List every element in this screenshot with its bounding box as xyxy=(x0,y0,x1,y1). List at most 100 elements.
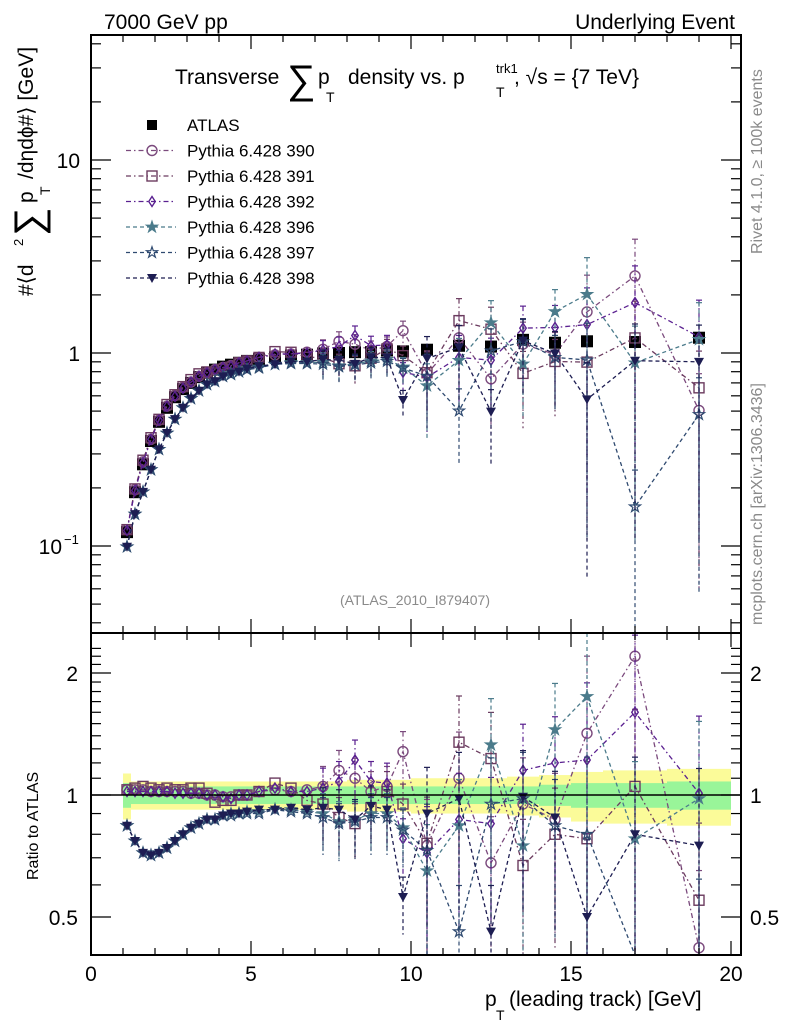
data-point xyxy=(146,465,156,475)
ratio-point xyxy=(251,805,267,820)
data-point xyxy=(154,413,164,427)
legend-marker-icon xyxy=(144,244,160,259)
x-tick-label: 5 xyxy=(245,963,257,986)
ratio-point xyxy=(218,811,228,821)
data-point xyxy=(350,359,360,369)
ratio-point xyxy=(270,805,280,815)
data-point xyxy=(194,386,204,396)
ratio-y-tick-label-right: 2 xyxy=(750,663,762,686)
ratio-point xyxy=(483,796,499,811)
data-point xyxy=(226,369,236,379)
ratio-point xyxy=(270,781,280,795)
ratio-point xyxy=(334,805,344,815)
data-point xyxy=(694,357,704,367)
ratio-line xyxy=(126,797,699,956)
ylabel-sum-symbol: ∑ xyxy=(7,207,51,236)
data-point xyxy=(286,357,296,367)
ratio-point xyxy=(366,801,376,811)
data-point xyxy=(579,286,595,301)
data-point xyxy=(177,380,189,393)
source-label: mcplots.cern.ch [arXiv:1306.3436] xyxy=(749,383,766,625)
ratio-point xyxy=(286,785,296,798)
ylabel-sup2: 2 xyxy=(11,239,26,246)
ratio-y-tick-label: 2 xyxy=(66,663,78,686)
data-point xyxy=(454,343,464,353)
data-point xyxy=(210,377,220,387)
ratio-line xyxy=(126,741,700,901)
ratio-point xyxy=(398,893,408,903)
data-point xyxy=(161,398,173,411)
ratio-point xyxy=(129,782,141,794)
x-tick-label: 10 xyxy=(399,963,422,986)
ratio-point xyxy=(234,788,244,802)
x-axis-label: p T (leading track) [GeV] xyxy=(485,988,702,1023)
ratio-series-pythia-6-428-391 xyxy=(121,695,705,955)
ratio-point xyxy=(334,775,344,788)
legend-item: ATLAS xyxy=(147,116,240,135)
plot-title: Transverse ∑ p T density vs. p trk1 T , … xyxy=(175,58,639,105)
series-pythia-6-428-391 xyxy=(121,298,705,566)
ratio-point xyxy=(202,788,212,802)
ratio-point xyxy=(209,796,221,808)
ratio-y-tick-label-right: 0.5 xyxy=(750,907,779,930)
xlabel-tail: (leading track) [GeV] xyxy=(509,988,702,1011)
ratio-point xyxy=(130,785,140,798)
ratio-line xyxy=(127,711,700,854)
ratio-point xyxy=(350,815,360,825)
ratio-point xyxy=(694,841,704,851)
ratio-point xyxy=(186,823,196,833)
xlabel-sub-t: T xyxy=(496,1007,505,1023)
data-point xyxy=(185,373,197,386)
legend-item: Pythia 6.428 397 xyxy=(126,244,315,263)
ratio-point xyxy=(242,788,252,802)
title-sup-trk1: trk1 xyxy=(496,61,518,76)
ratio-point xyxy=(550,813,560,823)
legend-label: Pythia 6.428 392 xyxy=(187,193,315,212)
y-tick-label-exponent: −1 xyxy=(64,532,79,547)
ratio-point xyxy=(194,786,204,800)
data-point xyxy=(302,357,312,367)
data-point xyxy=(270,360,280,370)
ratio-point xyxy=(630,830,640,840)
ratio-point xyxy=(350,753,360,767)
data-point xyxy=(194,369,204,383)
series-line xyxy=(126,319,700,530)
data-point xyxy=(395,360,411,375)
legend-marker-icon xyxy=(147,120,157,130)
data-point xyxy=(170,390,180,403)
ratio-point xyxy=(453,736,465,748)
ylabel-p: p xyxy=(15,191,38,203)
ratio-point xyxy=(382,805,392,815)
ylabel-sub-t: T xyxy=(37,186,53,195)
ratio-point xyxy=(363,809,379,824)
data-point xyxy=(186,394,196,404)
data-point xyxy=(130,510,140,520)
data-point xyxy=(178,403,188,413)
x-tick-label: 20 xyxy=(719,963,742,986)
ratio-y-axis-label: Ratio to ATLAS xyxy=(25,772,42,880)
main-y-axis-label: #⟨d 2 ∑ p T /dηdϕ#⟩ [GeV] xyxy=(7,47,53,296)
ratio-point xyxy=(286,803,296,813)
ratio-point xyxy=(486,927,496,937)
ratio-point xyxy=(202,815,212,825)
data-point xyxy=(382,353,392,363)
xlabel-p: p xyxy=(485,988,497,1011)
ratio-point xyxy=(170,786,180,800)
legend-label: Pythia 6.428 390 xyxy=(187,142,315,161)
data-point xyxy=(486,407,496,417)
ratio-point xyxy=(138,785,148,798)
data-point xyxy=(483,315,499,329)
header-process-label: Underlying Event xyxy=(575,11,735,34)
legend-marker-icon xyxy=(144,219,160,234)
data-point xyxy=(178,381,188,395)
data-point xyxy=(547,304,563,318)
ratio-point xyxy=(451,923,467,938)
ratio-plot-frame xyxy=(90,632,742,956)
legend-item: Pythia 6.428 396 xyxy=(126,218,315,237)
ratio-point xyxy=(186,786,196,800)
rivet-version-label: Rivet 4.1.0, ≥ 100k events xyxy=(749,69,766,254)
ratio-point xyxy=(130,837,140,847)
ratio-point xyxy=(138,848,148,858)
data-point xyxy=(550,349,560,359)
